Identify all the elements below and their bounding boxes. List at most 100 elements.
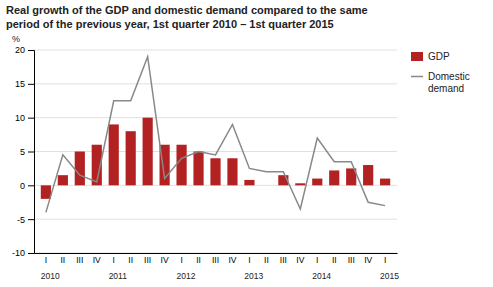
x-tick-label: IV bbox=[364, 255, 372, 265]
chart-container: Real growth of the GDP and domestic dema… bbox=[0, 0, 493, 287]
x-tick: IV bbox=[364, 253, 372, 265]
legend-label: GDP bbox=[428, 51, 450, 62]
bar bbox=[75, 152, 85, 186]
year-label: 2010 bbox=[41, 271, 60, 281]
title-line: Real growth of the GDP and domestic dema… bbox=[6, 4, 368, 16]
x-tick-label: III bbox=[76, 255, 83, 265]
x-tick-label: I bbox=[384, 255, 386, 265]
x-tick-label: II bbox=[332, 255, 337, 265]
legend-label-line: GDP bbox=[428, 51, 450, 62]
x-tick: I bbox=[180, 253, 182, 265]
y-tick: 5 bbox=[20, 147, 34, 157]
x-tick: I bbox=[248, 253, 250, 265]
x-tick: II bbox=[60, 253, 65, 265]
bar-series bbox=[41, 118, 390, 199]
marks bbox=[41, 57, 390, 213]
bar bbox=[210, 158, 220, 185]
y-tick-mark bbox=[28, 118, 34, 119]
x-tick: III bbox=[144, 253, 151, 265]
y-tick-mark bbox=[28, 152, 34, 153]
x-axis: IIIIIIIVIIIIIIIVIIIIIIIVIIIIIIIVIIIIIIIV… bbox=[35, 253, 398, 265]
y-tick: 0 bbox=[20, 181, 34, 191]
legend-label-line: Domestic bbox=[428, 71, 470, 82]
year-label: 2012 bbox=[176, 271, 195, 281]
y-tick: 10 bbox=[15, 113, 34, 123]
annotations: 2010 2011 2012 2013 2014 2015 bbox=[41, 271, 399, 281]
x-tick: II bbox=[128, 253, 133, 265]
x-tick: II bbox=[332, 253, 337, 265]
bar bbox=[176, 145, 186, 186]
bar bbox=[227, 158, 237, 185]
year-label: 2013 bbox=[244, 271, 263, 281]
y-tick-label: 20 bbox=[15, 45, 25, 55]
x-tick-label: II bbox=[196, 255, 201, 265]
bar bbox=[261, 185, 271, 186]
title-line: period of the previous year, 1st quarter… bbox=[6, 18, 334, 30]
legend-label-line: demand bbox=[428, 83, 464, 94]
x-tick-label: III bbox=[144, 255, 151, 265]
x-tick-label: IV bbox=[296, 255, 304, 265]
bar bbox=[109, 124, 119, 185]
y-tick: 20 bbox=[15, 45, 34, 55]
y-axis: -10 -5 0 5 10 15 20 bbox=[12, 45, 35, 258]
x-tick: IV bbox=[161, 253, 169, 265]
year-label: 2015 bbox=[380, 271, 399, 281]
x-tick-label: II bbox=[264, 255, 269, 265]
y-tick-mark bbox=[28, 50, 34, 51]
x-tick-label: III bbox=[280, 255, 287, 265]
grid-line bbox=[34, 219, 397, 220]
y-axis-line bbox=[28, 51, 35, 254]
x-tick-label: I bbox=[180, 255, 182, 265]
year-label: 2014 bbox=[312, 271, 331, 281]
legend-item: Domesticdemand bbox=[411, 71, 470, 94]
plot: -10-505101520IIIIIIIVIIIIIIIVIIIIIIIVIII… bbox=[12, 45, 399, 281]
legend-swatch bbox=[411, 76, 423, 78]
grid-line bbox=[34, 253, 397, 254]
legend-item: GDP bbox=[411, 51, 450, 62]
x-tick: II bbox=[196, 253, 201, 265]
y-tick-label: 5 bbox=[20, 147, 25, 157]
x-tick: III bbox=[280, 253, 287, 265]
x-tick: I bbox=[113, 253, 115, 265]
y-tick-label: 15 bbox=[15, 79, 25, 89]
x-tick: I bbox=[316, 253, 318, 265]
year-label: 2011 bbox=[109, 271, 128, 281]
x-tick-label: IV bbox=[228, 255, 236, 265]
x-tick-label: III bbox=[348, 255, 355, 265]
x-axis-line bbox=[35, 253, 398, 254]
bar bbox=[41, 185, 51, 199]
legend: GDP Domesticdemand bbox=[411, 51, 470, 94]
y-tick: -5 bbox=[17, 215, 34, 225]
y-tick-label: 0 bbox=[20, 181, 25, 191]
bar bbox=[295, 183, 305, 185]
x-tick-label: IV bbox=[161, 255, 169, 265]
x-tick-label: II bbox=[128, 255, 133, 265]
title: Real growth of the GDP and domestic dema… bbox=[6, 4, 368, 30]
y-tick-mark bbox=[28, 84, 34, 85]
bar bbox=[143, 118, 153, 186]
grid-line bbox=[34, 83, 397, 84]
grid-line bbox=[34, 50, 397, 51]
bar bbox=[58, 175, 68, 185]
x-tick-label: II bbox=[60, 255, 65, 265]
y-tick-label: 10 bbox=[15, 113, 25, 123]
bar bbox=[363, 165, 373, 185]
bar bbox=[312, 179, 322, 186]
x-tick: III bbox=[76, 253, 83, 265]
x-tick: II bbox=[264, 253, 269, 265]
x-tick: IV bbox=[296, 253, 304, 265]
x-tick-label: I bbox=[248, 255, 250, 265]
x-tick-label: III bbox=[212, 255, 219, 265]
x-tick: IV bbox=[228, 253, 236, 265]
y-tick-label: -10 bbox=[12, 248, 25, 258]
x-tick-label: IV bbox=[93, 255, 101, 265]
bar bbox=[244, 180, 254, 185]
x-tick: III bbox=[348, 253, 355, 265]
grid-line bbox=[34, 117, 397, 118]
x-tick: I bbox=[45, 253, 47, 265]
x-tick-label: I bbox=[316, 255, 318, 265]
y-tick: -10 bbox=[12, 248, 34, 258]
x-tick: III bbox=[212, 253, 219, 265]
x-tick: IV bbox=[93, 253, 101, 265]
grid-line bbox=[34, 151, 397, 152]
